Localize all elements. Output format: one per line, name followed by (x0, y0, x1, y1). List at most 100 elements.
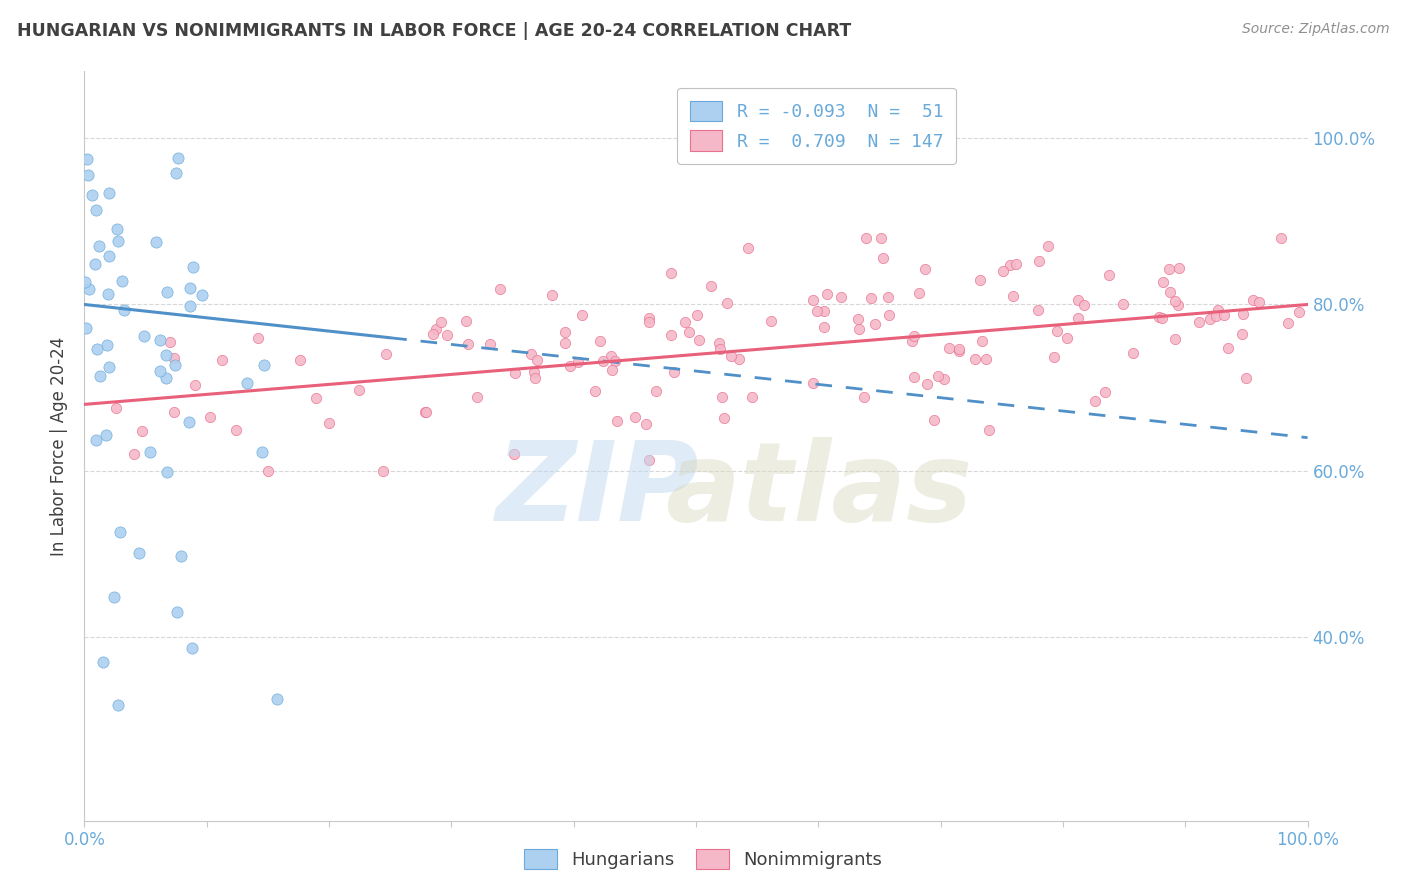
Point (98, 249, 121, 263)
Point (1026, 303, 1049, 318)
Point (903, 370, 925, 384)
Point (89, 368, 111, 383)
Point (1277, 316, 1299, 330)
Point (567, 355, 589, 369)
Point (806, 304, 828, 318)
Point (456, 314, 478, 328)
Point (257, 464, 280, 478)
Point (86, 342, 108, 356)
Point (1028, 253, 1050, 268)
Point (415, 405, 437, 419)
Point (1167, 297, 1189, 311)
Point (927, 369, 949, 384)
Point (998, 259, 1021, 273)
Point (815, 286, 838, 301)
Point (1164, 332, 1187, 346)
Point (479, 337, 502, 351)
Point (1168, 261, 1191, 276)
Point (974, 351, 997, 366)
Point (678, 325, 700, 339)
Point (848, 311, 870, 326)
Point (149, 364, 172, 378)
Point (93, 655, 115, 669)
Point (107, 234, 129, 248)
Point (637, 315, 659, 329)
Point (813, 319, 835, 334)
Point (179, 280, 201, 294)
Point (970, 334, 993, 348)
Point (571, 308, 593, 322)
Point (605, 354, 627, 368)
Point (349, 383, 371, 397)
Point (1159, 285, 1181, 299)
Point (1205, 309, 1227, 323)
Point (156, 465, 179, 479)
Point (1001, 289, 1024, 303)
Text: HUNGARIAN VS NONIMMIGRANTS IN LABOR FORCE | AGE 20-24 CORRELATION CHART: HUNGARIAN VS NONIMMIGRANTS IN LABOR FORC… (17, 22, 851, 40)
Point (558, 359, 581, 374)
Point (107, 698, 129, 712)
Point (710, 390, 733, 404)
Point (181, 260, 204, 275)
Point (716, 295, 738, 310)
Point (84, 433, 107, 447)
Point (720, 349, 742, 363)
Point (97, 360, 120, 375)
Point (112, 302, 135, 317)
Point (523, 365, 546, 379)
Point (589, 334, 612, 349)
Point (915, 377, 938, 392)
Point (686, 308, 709, 322)
Point (600, 349, 623, 363)
Point (1230, 326, 1253, 341)
Legend: Hungarians, Nonimmigrants: Hungarians, Nonimmigrants (515, 839, 891, 879)
Point (139, 444, 162, 458)
Point (1112, 297, 1135, 311)
Point (877, 308, 900, 322)
Point (436, 328, 458, 343)
Point (76, 169, 98, 183)
Point (159, 335, 181, 350)
Point (688, 333, 710, 347)
Point (554, 325, 576, 339)
Point (252, 445, 274, 459)
Point (1098, 268, 1121, 282)
Point (170, 549, 193, 563)
Point (305, 392, 328, 406)
Point (167, 151, 190, 165)
Point (1004, 257, 1026, 271)
Point (673, 315, 696, 329)
Point (1073, 298, 1095, 312)
Point (1234, 371, 1257, 385)
Point (96, 337, 118, 351)
Point (1043, 351, 1066, 365)
Point (541, 287, 564, 301)
Point (520, 347, 543, 361)
Point (914, 262, 936, 277)
Point (637, 310, 659, 325)
Point (969, 273, 991, 287)
Point (179, 415, 201, 429)
Point (801, 376, 824, 390)
Point (103, 590, 125, 604)
Point (813, 304, 835, 318)
Point (266, 692, 288, 706)
Point (183, 377, 205, 392)
Point (855, 231, 877, 245)
Point (371, 464, 394, 478)
Point (908, 286, 931, 301)
Point (848, 322, 870, 336)
Point (211, 353, 233, 368)
Point (503, 366, 526, 380)
Point (225, 424, 247, 438)
Point (75, 321, 97, 335)
Point (938, 341, 960, 355)
Point (700, 278, 723, 293)
Point (1121, 346, 1143, 360)
Point (165, 358, 187, 372)
Point (73, 275, 96, 289)
Point (155, 348, 177, 362)
Point (374, 346, 396, 360)
Point (163, 405, 186, 419)
Point (489, 282, 512, 296)
